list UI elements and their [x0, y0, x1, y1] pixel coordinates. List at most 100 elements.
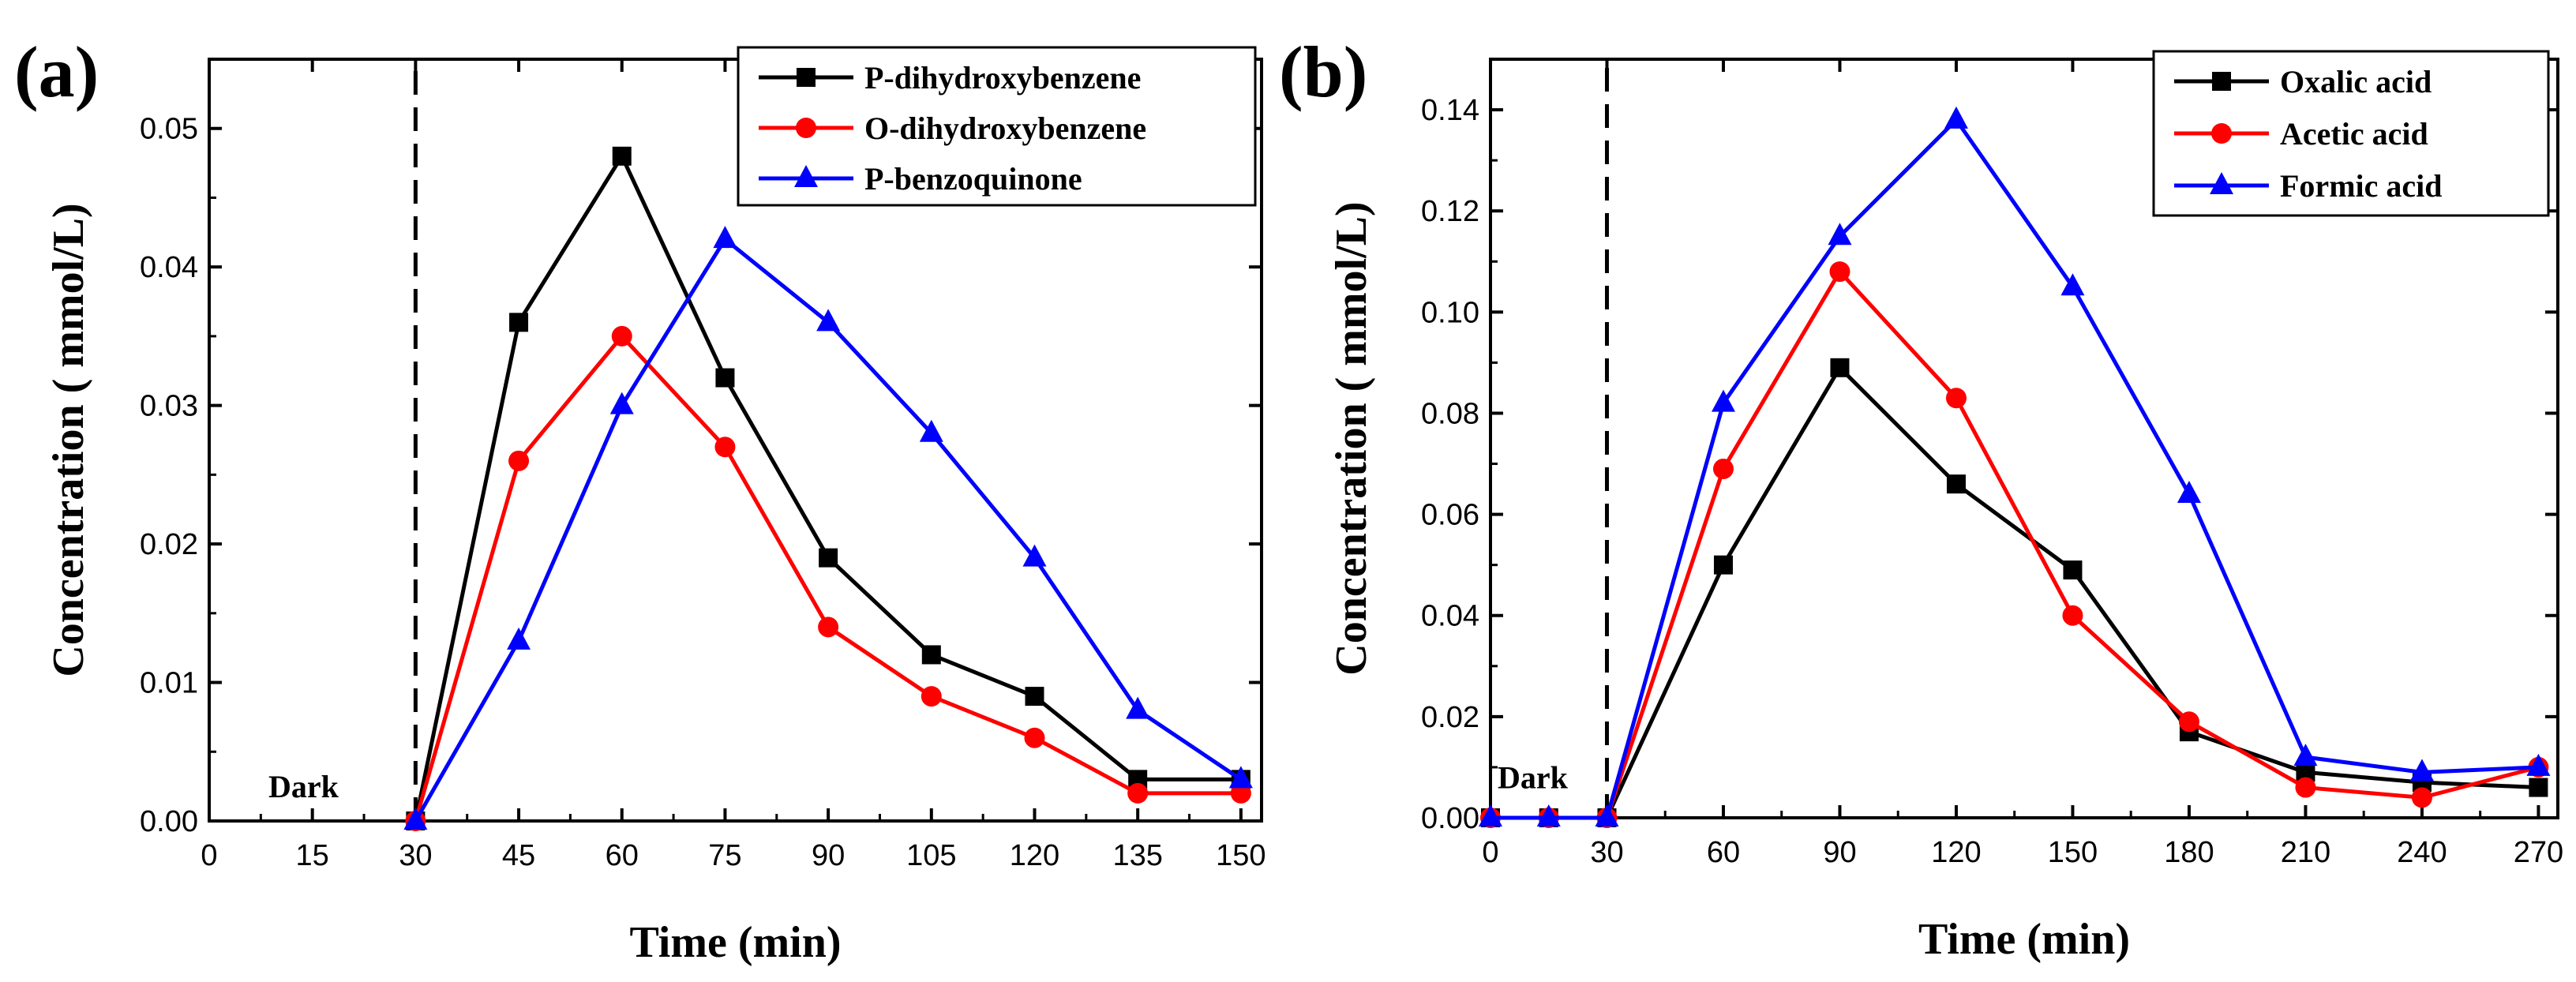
y-tick-label: 0.14: [1421, 94, 1479, 127]
data-point: [1126, 696, 1150, 719]
data-point: [818, 617, 839, 638]
data-point: [2063, 560, 2083, 580]
chart-panel-b: 0 30 60 90 120 150 180 210 240 270 0.00 0.02 0.04 0.0…: [1279, 32, 2563, 964]
data-point: [1022, 544, 1047, 567]
x-axis-title: Time (min): [1918, 915, 2130, 964]
data-point: [1025, 687, 1044, 707]
dark-label: Dark: [268, 769, 339, 804]
data-point: [1024, 727, 1045, 748]
legend-marker: [2210, 172, 2233, 194]
y-tick-label: 0.03: [140, 390, 198, 423]
data-point: [1945, 388, 1967, 409]
panel-label: (a): [14, 32, 99, 112]
data-point: [2529, 778, 2548, 797]
data-point: [2526, 753, 2551, 776]
series-p-dihydroxybenzene: [406, 146, 1251, 830]
y-tick-label: 0.02: [140, 528, 198, 561]
y-tick-label: 0.04: [1421, 600, 1479, 633]
data-point: [1830, 358, 1850, 377]
data-point: [715, 368, 735, 388]
data-point: [1595, 804, 1619, 826]
x-tick-label: 0: [1482, 836, 1498, 869]
data-point: [612, 146, 632, 166]
legend-marker: [797, 68, 816, 87]
data-point: [509, 313, 529, 332]
legend-marker: [2212, 72, 2231, 91]
legend-marker: [2211, 123, 2232, 144]
y-tick-label: 0.00: [140, 805, 198, 838]
series-formic-acid: [1479, 106, 2551, 826]
data-point: [1479, 804, 1502, 826]
data-point: [611, 325, 632, 347]
x-tick-label: 180: [2164, 836, 2214, 869]
data-point: [508, 450, 530, 471]
legend-marker: [794, 165, 818, 187]
data-point: [1228, 766, 1253, 789]
data-point: [2409, 759, 2434, 781]
data-point: [2295, 777, 2316, 798]
x-tick-label: 45: [502, 839, 535, 872]
data-point: [2293, 744, 2318, 766]
data-point: [921, 645, 941, 665]
y-tick-label: 0.05: [140, 113, 198, 146]
y-tick-label: 0.04: [140, 251, 198, 284]
x-axis-title: Time (min): [629, 918, 841, 967]
x-tick-label: 150: [2048, 836, 2098, 869]
series-line: [1490, 365, 2539, 820]
plot-frame: [208, 58, 1263, 823]
legend-marker: [796, 118, 816, 138]
data-point: [2178, 711, 2199, 733]
data-point: [1944, 106, 1968, 129]
series-line: [413, 334, 1241, 822]
y-tick-label: 0.01: [140, 667, 198, 700]
data-point: [919, 419, 943, 442]
data-point: [1712, 458, 1734, 479]
data-point: [713, 226, 737, 249]
y-tick-label: 0.02: [1421, 701, 1479, 734]
data-point: [1829, 261, 1850, 283]
legend-label: P-benzoquinone: [864, 161, 1082, 197]
x-tick-label: 30: [399, 839, 432, 872]
series-line: [413, 154, 1241, 822]
y-axis-title: Concentration ( mmol/L): [1327, 201, 1376, 675]
legend-label: Formic acid: [2280, 168, 2443, 204]
x-tick-label: 120: [1010, 839, 1059, 872]
data-point: [609, 392, 634, 414]
x-tick-label: 105: [906, 839, 956, 872]
plot-frame: [1489, 58, 2559, 819]
data-point: [1828, 223, 1852, 246]
data-point: [816, 309, 841, 332]
x-tick-label: 270: [2514, 836, 2563, 869]
x-tick-label: 150: [1216, 839, 1266, 872]
series-p-benzoquinone: [403, 226, 1253, 830]
data-point: [1946, 474, 1966, 494]
series-line: [1490, 118, 2539, 820]
legend-label: O-dihydroxybenzene: [864, 111, 1146, 146]
y-tick-label: 0.00: [1421, 802, 1479, 835]
y-axis-title: Concentration ( mmol/L): [44, 203, 93, 677]
y-tick-label: 0.06: [1421, 499, 1479, 532]
x-tick-label: 120: [1931, 836, 1981, 869]
legend-label: Acetic acid: [2280, 116, 2428, 152]
x-tick-label: 60: [606, 839, 639, 872]
x-tick-label: 210: [2281, 836, 2330, 869]
x-tick-label: 60: [1707, 836, 1740, 869]
data-point: [714, 437, 736, 458]
data-point: [819, 548, 838, 568]
data-point: [1536, 804, 1561, 826]
x-tick-label: 30: [1590, 836, 1623, 869]
y-tick-label: 0.12: [1421, 195, 1479, 228]
dark-label: Dark: [1498, 760, 1569, 796]
data-point: [1711, 389, 1735, 412]
x-tick-label: 15: [296, 839, 329, 872]
data-point: [1127, 782, 1149, 804]
legend-label: P-dihydroxybenzene: [864, 60, 1141, 96]
data-point: [2177, 480, 2201, 503]
data-point: [507, 627, 531, 650]
legend-label: Oxalic acid: [2280, 64, 2432, 99]
legend: P-dihydroxybenzene O-dihydroxybenzene P-be…: [737, 46, 1257, 207]
data-point: [403, 808, 428, 830]
y-tick-label: 0.10: [1421, 296, 1479, 329]
x-tick-label: 90: [1823, 836, 1856, 869]
data-point: [2062, 605, 2083, 626]
